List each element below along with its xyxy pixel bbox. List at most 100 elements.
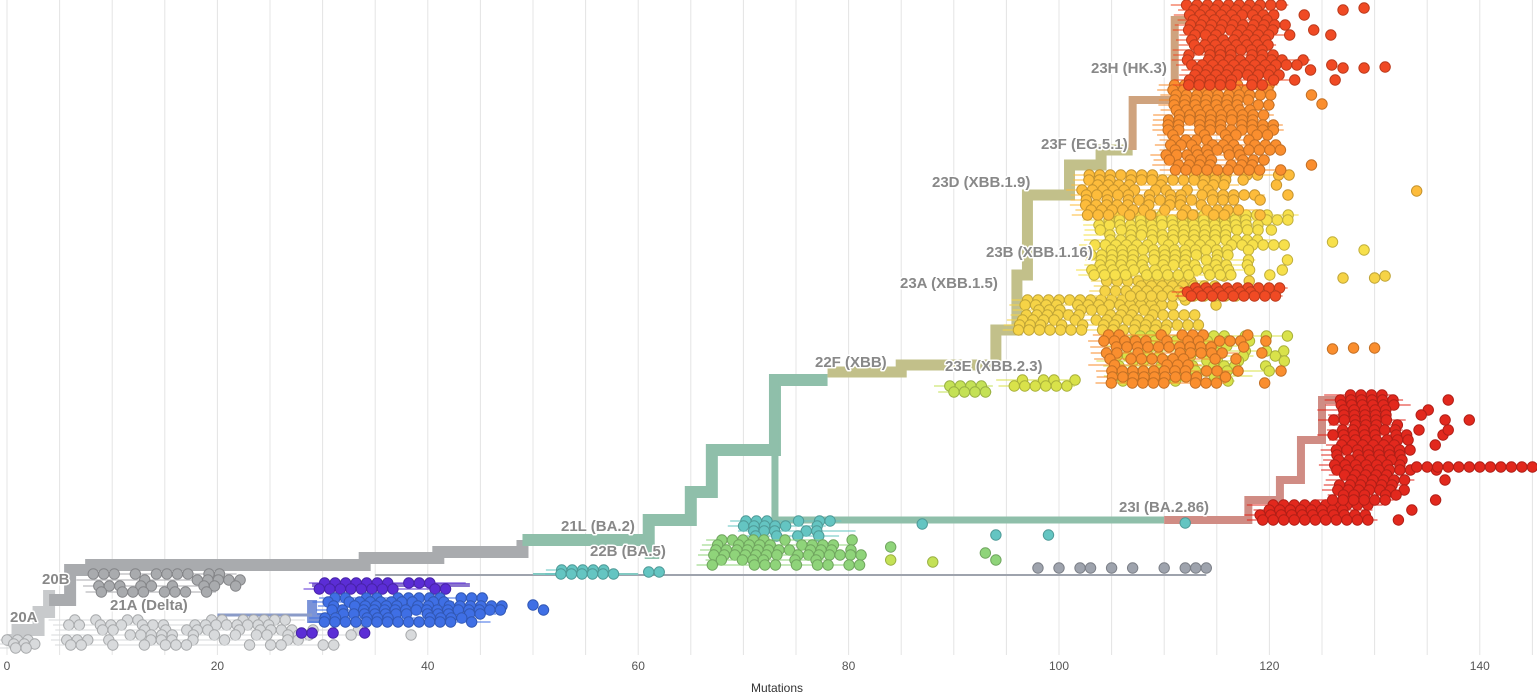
tip-23f[interactable] — [1163, 341, 1175, 353]
tip-23f[interactable] — [1142, 341, 1154, 353]
tip-22b[interactable] — [853, 559, 866, 571]
tip-21a[interactable] — [371, 616, 383, 628]
tip-23f[interactable] — [1126, 377, 1139, 389]
tip-23i[interactable] — [1410, 461, 1423, 473]
tip-22b[interactable] — [769, 559, 782, 571]
tip-23i[interactable] — [1338, 414, 1351, 426]
tip-23i[interactable] — [1392, 514, 1405, 526]
tip-23a[interactable] — [1065, 324, 1077, 336]
tip-21a[interactable] — [537, 604, 550, 616]
tip-21l[interactable] — [576, 568, 588, 580]
tip-20a[interactable] — [107, 639, 119, 651]
tip-23b[interactable] — [1281, 254, 1294, 266]
tip-23b[interactable] — [1137, 244, 1149, 256]
tip-21l[interactable] — [824, 515, 836, 527]
tip-23d[interactable] — [1115, 169, 1127, 181]
tip-21a[interactable] — [350, 616, 362, 628]
tip-20b[interactable] — [158, 586, 171, 598]
tip-22b[interactable] — [990, 554, 1002, 566]
tip-21l[interactable] — [565, 568, 578, 580]
tip-21a[interactable] — [381, 616, 394, 628]
tip-20a[interactable] — [229, 629, 242, 641]
tip-20b[interactable] — [182, 568, 194, 580]
tip-23f[interactable] — [1265, 89, 1277, 101]
tip-20b[interactable] — [127, 586, 139, 598]
tip-23f[interactable] — [1121, 341, 1133, 353]
tip-23a[interactable] — [1192, 319, 1205, 331]
tip-23a[interactable] — [1012, 324, 1025, 336]
tip-23e[interactable] — [1050, 380, 1063, 392]
tip-23f[interactable] — [1183, 114, 1196, 126]
tip-23f[interactable] — [1230, 353, 1242, 365]
tip-21l[interactable] — [779, 520, 792, 532]
tip-23i[interactable] — [1429, 439, 1441, 451]
tip-21j[interactable] — [358, 627, 371, 639]
tip-23b[interactable] — [1190, 249, 1203, 261]
tip-23h[interactable] — [1217, 290, 1229, 302]
tip-20a[interactable] — [124, 629, 136, 641]
tip-23a[interactable] — [1135, 290, 1147, 302]
tip-23d[interactable] — [1232, 204, 1245, 216]
tip-21l[interactable] — [555, 568, 567, 580]
tip-23b[interactable] — [1183, 269, 1195, 281]
tip-21k[interactable] — [1158, 562, 1170, 574]
tip-23b[interactable] — [1257, 239, 1269, 251]
tip-23h[interactable] — [1259, 290, 1271, 302]
tip-22f[interactable] — [927, 556, 939, 568]
tip-22f[interactable] — [969, 386, 981, 398]
tip-21j[interactable] — [306, 627, 318, 639]
tip-23i[interactable] — [1398, 474, 1411, 486]
tip-23b[interactable] — [1115, 224, 1128, 236]
tip-23h[interactable] — [1337, 62, 1349, 74]
tip-23i[interactable] — [1362, 514, 1374, 526]
tip-23a[interactable] — [1023, 324, 1035, 336]
tip-23e[interactable] — [1061, 380, 1073, 392]
tip-20a[interactable] — [65, 639, 77, 651]
tip-23d[interactable] — [1282, 189, 1294, 201]
tip-23h[interactable] — [1325, 29, 1337, 41]
tip-23b[interactable] — [1094, 224, 1106, 236]
tip-23f[interactable] — [1180, 371, 1192, 383]
tip-23f[interactable] — [1224, 335, 1236, 347]
tip-23h[interactable] — [1235, 44, 1247, 56]
tip-20b[interactable] — [208, 580, 221, 592]
tip-23a[interactable] — [1033, 324, 1046, 336]
tip-20a[interactable] — [261, 629, 273, 641]
tip-23i[interactable] — [1379, 494, 1391, 506]
tip-23f[interactable] — [1232, 365, 1244, 377]
tip-20a[interactable] — [170, 639, 182, 651]
tip-23a[interactable] — [1054, 324, 1067, 336]
tip-23f[interactable] — [1105, 377, 1117, 389]
tip-23h[interactable] — [1269, 290, 1282, 302]
tip-23h[interactable] — [1304, 64, 1317, 76]
tip-23f[interactable] — [1243, 164, 1255, 176]
tip-23h[interactable] — [1256, 79, 1269, 91]
tip-23b[interactable] — [1276, 264, 1289, 276]
tip-23i[interactable] — [1505, 461, 1518, 473]
tip-23i[interactable] — [1330, 514, 1343, 526]
tip-21l[interactable] — [792, 515, 805, 527]
tip-23h[interactable] — [1204, 79, 1216, 91]
tip-23e[interactable] — [1263, 365, 1275, 377]
tip-23f[interactable] — [1169, 164, 1182, 176]
tip-21k[interactable] — [1126, 562, 1139, 574]
tip-23a[interactable] — [1337, 272, 1349, 284]
tip-21j[interactable] — [327, 627, 339, 639]
tip-23d[interactable] — [1238, 189, 1250, 201]
tip-22b[interactable] — [706, 559, 719, 571]
tip-23e[interactable] — [1029, 380, 1041, 392]
tip-23h[interactable] — [1246, 79, 1258, 91]
tip-21a[interactable] — [494, 604, 507, 616]
tip-23f[interactable] — [1253, 144, 1266, 156]
tip-21j[interactable] — [403, 577, 415, 589]
tip-22b[interactable] — [822, 559, 834, 571]
tip-20b[interactable] — [108, 568, 120, 580]
tip-21a[interactable] — [434, 616, 446, 628]
tip-23i[interactable] — [1320, 514, 1332, 526]
tip-23i[interactable] — [1439, 414, 1451, 426]
tip-20a[interactable] — [20, 642, 32, 654]
tip-23b[interactable] — [1241, 224, 1254, 236]
tip-23h[interactable] — [1238, 290, 1250, 302]
tip-23f[interactable] — [1211, 365, 1223, 377]
tip-23e[interactable] — [1040, 380, 1052, 392]
